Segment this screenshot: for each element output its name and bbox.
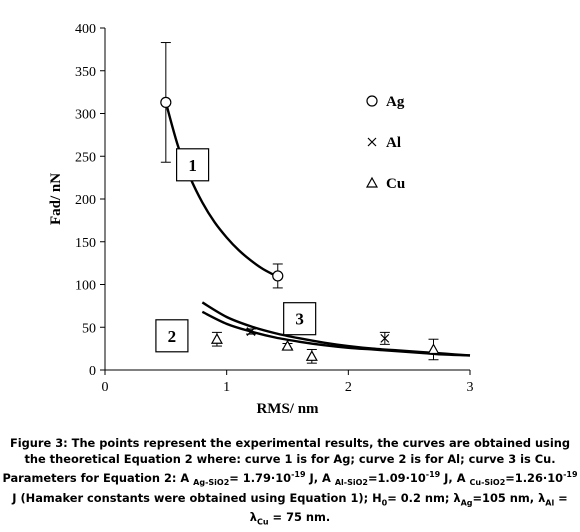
ag-point — [272, 270, 284, 282]
cu-point — [210, 332, 223, 344]
caption-line-3: Parameters for Equation 2: A Ag-SiO2= 1.… — [2, 470, 578, 527]
y-tick-label: 350 — [75, 65, 96, 80]
x-tick-label: 1 — [223, 380, 230, 395]
caption-line-2: the theoretical Equation 2 where: curve … — [24, 451, 556, 466]
curve-label-box-2 — [155, 319, 189, 353]
chart: 0 50 100 150 200 250 300 350 400 0 1 2 3 RMS/ nm Fad/ … — [48, 22, 474, 417]
legend-marker-al — [367, 137, 377, 147]
ag-point — [160, 96, 172, 108]
curve-2 — [201, 310, 471, 357]
legend-label-al: Al — [386, 135, 401, 151]
curve-label-box-1 — [176, 148, 210, 182]
legend-marker-ag — [366, 95, 378, 107]
al-point — [380, 333, 390, 343]
cu-point — [281, 339, 294, 351]
legend-marker-cu — [365, 176, 379, 188]
curve-3 — [201, 301, 471, 357]
x-axis-title: RMS/ nm — [256, 401, 319, 417]
x-tick-label: 3 — [467, 380, 474, 395]
data-markers — [160, 96, 440, 361]
curve-label-2: 2 — [168, 327, 177, 346]
curve-label-box-3 — [283, 302, 317, 336]
y-tick-label: 400 — [75, 22, 96, 37]
x-tick-label: 0 — [102, 380, 109, 395]
axes: 0 50 100 150 200 250 300 350 400 0 1 2 3 RMS/ nm Fad/ … — [48, 22, 474, 417]
curve-labels: 1 2 3 — [155, 148, 317, 353]
legend: Ag Al Cu — [365, 94, 405, 192]
y-tick-label: 50 — [82, 321, 96, 336]
y-tick-label: 150 — [75, 236, 96, 251]
curve-label-3: 3 — [295, 310, 304, 329]
cu-point — [427, 343, 440, 355]
y-axis-title: Fad/ nN — [48, 173, 64, 225]
legend-label-ag: Ag — [386, 94, 405, 110]
figure-caption: Figure 3: The points represent the exper… — [2, 436, 578, 530]
caption-line-1: Figure 3: The points represent the exper… — [9, 436, 571, 450]
curve-1 — [164, 102, 279, 278]
al-point — [246, 327, 256, 336]
fit-curves — [164, 102, 471, 357]
x-tick-label: 2 — [345, 380, 352, 395]
cu-point — [305, 350, 318, 361]
y-tick-label: 100 — [75, 279, 96, 294]
y-tick-label: 0 — [89, 364, 96, 379]
curve-label-1: 1 — [188, 156, 197, 175]
legend-label-cu: Cu — [386, 176, 405, 192]
y-tick-label: 300 — [75, 108, 96, 123]
y-tick-label: 200 — [75, 193, 96, 208]
y-tick-label: 250 — [75, 150, 96, 165]
